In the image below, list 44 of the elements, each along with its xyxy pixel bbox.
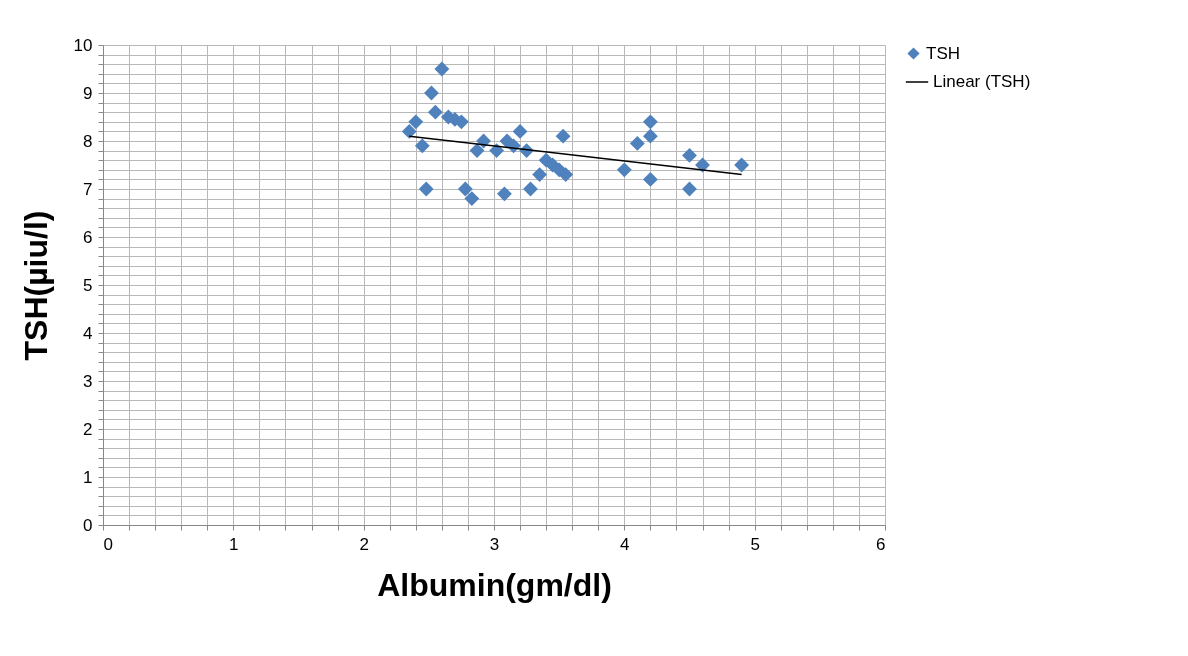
point: [418, 181, 434, 197]
y-tick-label: 1: [83, 467, 93, 487]
legend-label: TSH: [926, 43, 960, 63]
x-tick-label: 6: [876, 534, 886, 554]
x-axis-title: Albumin(gm/dl): [377, 566, 612, 603]
y-tick-label: 4: [83, 323, 93, 343]
point: [682, 147, 697, 163]
point: [616, 162, 632, 178]
point: [558, 167, 574, 183]
x-tick-label: 0: [103, 534, 113, 554]
point: [734, 157, 750, 173]
point: [629, 135, 645, 151]
point: [642, 171, 658, 187]
point: [489, 143, 505, 159]
point: [532, 167, 548, 183]
y-tick-label: 8: [83, 131, 93, 151]
y-tick-label: 0: [83, 515, 93, 535]
x-tick-label: 1: [229, 534, 239, 554]
y-tick-label: 9: [83, 83, 93, 103]
point: [642, 114, 658, 130]
point: [512, 123, 528, 139]
x-tick-label: 5: [750, 534, 760, 554]
y-axis-title: TSH(µiu/l): [17, 210, 54, 361]
y-tick-label: 6: [83, 227, 93, 247]
y-tick-label: 5: [83, 275, 93, 295]
point: [427, 104, 443, 120]
point: [414, 138, 430, 154]
y-tick-label: 10: [73, 35, 93, 55]
point: [642, 128, 658, 144]
point: [555, 128, 571, 144]
point: [469, 143, 485, 159]
y-tick-label: 7: [83, 179, 93, 199]
x-tick-label: 4: [620, 534, 630, 554]
x-tick-label: 2: [359, 534, 369, 554]
point: [497, 186, 512, 202]
point: [457, 181, 473, 197]
x-tick-label: 3: [489, 534, 500, 554]
point: [401, 123, 417, 139]
point: [408, 114, 424, 130]
point: [464, 191, 480, 207]
y-tick-label: 3: [83, 371, 93, 391]
point: [434, 61, 450, 77]
y-tick-label: 2: [83, 419, 93, 439]
legend-label: Linear (TSH): [933, 72, 1031, 91]
